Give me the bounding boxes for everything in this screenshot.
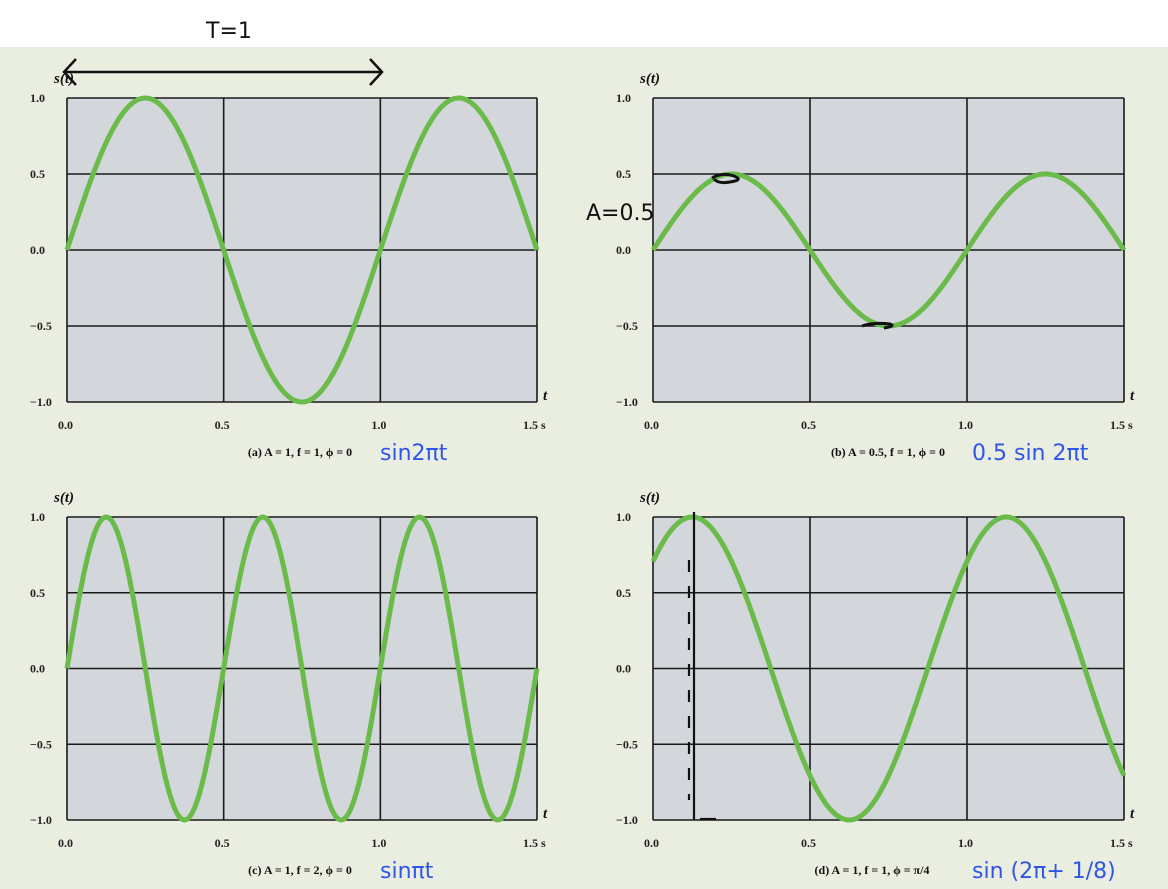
y-tick-label: −1.0 (616, 395, 638, 409)
x-tick-label: 1.0 (958, 418, 973, 432)
chart-caption: (a) A = 1, f = 1, ϕ = 0 (248, 445, 352, 459)
y-tick-label: 1.0 (30, 91, 45, 105)
y-tick-label: 0.5 (30, 586, 45, 600)
amplitude-label: A=0.5 (586, 201, 654, 226)
x-tick-label: 1.5 s (1110, 418, 1133, 432)
y-tick-label: −0.5 (616, 319, 638, 333)
y-axis-label: s(t) (53, 71, 74, 87)
x-tick-label: 0.5 (215, 836, 230, 850)
y-tick-label: 0.0 (616, 243, 631, 257)
y-tick-label: 0.5 (30, 167, 45, 181)
y-tick-label: −1.0 (616, 813, 638, 827)
handwritten-formula: sin2πt (380, 441, 448, 466)
chart-panel-d: 1.0 0.5 0.0 −0.5 −1.0 0.0 0.5 1.0 1.5 s s(t) t (d) … (616, 490, 1135, 884)
y-tick-label: −0.5 (616, 737, 638, 751)
y-tick-label: −0.5 (30, 737, 52, 751)
series-line (64, 95, 540, 405)
y-tick-label: −1.0 (30, 395, 52, 409)
x-tick-label: 1.5 s (1110, 836, 1133, 850)
chart-panel-b: 1.0 0.5 0.0 −0.5 −1.0 0.0 0.5 1.0 1.5 s s(t) t (b) … (616, 71, 1135, 466)
x-tick-label: 1.5 s (523, 418, 546, 432)
series-line (650, 514, 1127, 823)
period-arrow-left-head (62, 58, 77, 86)
handwritten-formula: sin (2π+ 1/8) (972, 859, 1116, 884)
x-tick-label: 0.5 (801, 418, 816, 432)
x-tick-label: 1.0 (371, 418, 386, 432)
trough-scribble (861, 321, 894, 330)
period-arrow-right-head (369, 58, 384, 86)
handwritten-formula: sinπt (380, 859, 434, 884)
x-axis-label: t (1130, 806, 1135, 822)
y-tick-label: −1.0 (30, 813, 52, 827)
handwritten-formula: 0.5 sin 2πt (972, 441, 1089, 466)
x-tick-label: 0.5 (215, 418, 230, 432)
y-tick-label: 0.5 (616, 586, 631, 600)
x-tick-label: 0.5 (801, 836, 816, 850)
x-axis-label: t (543, 388, 548, 404)
peak-marker-line (687, 512, 716, 821)
y-tick-label: 0.0 (30, 243, 45, 257)
chart-caption: (c) A = 1, f = 2, ϕ = 0 (248, 863, 352, 877)
x-axis-label: t (543, 806, 548, 822)
x-tick-label: 1.0 (958, 836, 973, 850)
y-tick-label: 0.5 (616, 167, 631, 181)
y-tick-label: 1.0 (30, 510, 45, 524)
x-tick-label: 0.0 (644, 836, 659, 850)
series-line (64, 514, 540, 823)
x-tick-label: 0.0 (58, 836, 73, 850)
chart-panel-c: 1.0 0.5 0.0 −0.5 −1.0 0.0 0.5 1.0 1.5 s s(t) t (c) … (30, 490, 548, 884)
x-tick-label: 1.0 (371, 836, 386, 850)
chart-caption: (b) A = 0.5, f = 1, ϕ = 0 (831, 445, 945, 459)
y-axis-label: s(t) (53, 490, 74, 506)
chart-caption: (d) A = 1, f = 1, ϕ = π/4 (815, 863, 930, 877)
x-tick-label: 1.5 s (523, 836, 546, 850)
chart-panel-a: 1.0 0.5 0.0 −0.5 −1.0 0.0 0.5 1.0 1.5 s s(t) t (a) … (30, 71, 548, 466)
period-annotation: T=1 (62, 19, 384, 86)
x-tick-label: 0.0 (58, 418, 73, 432)
x-tick-label: 0.0 (644, 418, 659, 432)
y-tick-label: 1.0 (616, 510, 631, 524)
y-axis-label: s(t) (639, 71, 660, 87)
y-tick-label: −0.5 (30, 319, 52, 333)
peak-scribble (711, 172, 740, 185)
y-tick-label: 1.0 (616, 91, 631, 105)
y-axis-label: s(t) (639, 490, 660, 506)
y-tick-label: 0.0 (30, 662, 45, 676)
period-label: T=1 (205, 19, 252, 44)
x-axis-label: t (1130, 388, 1135, 404)
y-tick-label: 0.0 (616, 662, 631, 676)
